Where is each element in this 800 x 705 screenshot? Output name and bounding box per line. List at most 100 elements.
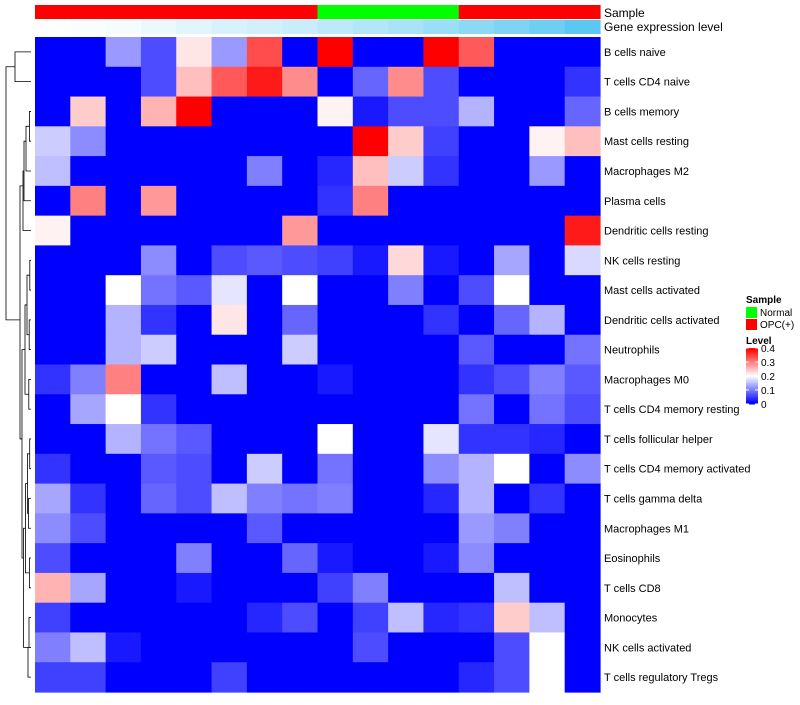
heatmap-cell bbox=[211, 215, 248, 247]
heatmap-cell bbox=[105, 66, 142, 98]
level-legend-gradient-step bbox=[746, 350, 758, 353]
heatmap-cell bbox=[388, 364, 425, 395]
heatmap-cell bbox=[70, 483, 107, 514]
heatmap-cell bbox=[423, 215, 460, 247]
heatmap-cell bbox=[458, 483, 495, 514]
heatmap-cell bbox=[494, 245, 530, 276]
heatmap-cell bbox=[105, 572, 142, 604]
heatmap-cell bbox=[105, 156, 142, 187]
heatmap-cell bbox=[564, 334, 601, 366]
gene-level-annotation-cell bbox=[352, 20, 389, 34]
heatmap-cell bbox=[246, 156, 283, 187]
gene-level-annotation-cell bbox=[458, 20, 495, 34]
heatmap-cell bbox=[352, 602, 389, 634]
heatmap-cell bbox=[352, 543, 389, 574]
heatmap-cell bbox=[70, 126, 107, 157]
heatmap-cell bbox=[529, 364, 566, 395]
gene-level-annotation-cell bbox=[282, 20, 319, 34]
row-label: Mast cells activated bbox=[604, 285, 700, 297]
heatmap-cell bbox=[246, 394, 283, 425]
heatmap-cell bbox=[388, 632, 425, 663]
heatmap-cell bbox=[70, 602, 107, 634]
heatmap-cell bbox=[140, 364, 177, 395]
heatmap-cell bbox=[35, 662, 71, 693]
heatmap-cell bbox=[105, 543, 142, 574]
heatmap-cell bbox=[317, 602, 354, 634]
heatmap-cell bbox=[494, 453, 530, 485]
heatmap-cell bbox=[494, 185, 530, 217]
level-legend-gradient-step bbox=[746, 359, 758, 362]
heatmap-cell bbox=[352, 513, 389, 544]
heatmap-cell bbox=[388, 602, 425, 634]
heatmap-cell bbox=[211, 275, 248, 306]
heatmap-cell bbox=[458, 453, 495, 485]
row-label: Macrophages M0 bbox=[604, 374, 689, 386]
sample-legend-swatch bbox=[746, 319, 757, 330]
heatmap-cell bbox=[35, 304, 71, 336]
heatmap-cell bbox=[105, 453, 142, 485]
heatmap-cell bbox=[529, 37, 566, 68]
level-legend-gradient-step bbox=[746, 355, 758, 357]
gene-level-annotation-cell bbox=[388, 20, 425, 34]
sample-track-label: Sample bbox=[604, 6, 645, 20]
heatmap-cell bbox=[176, 483, 213, 514]
heatmap-cell bbox=[423, 602, 460, 634]
heatmap-cell bbox=[282, 185, 319, 217]
heatmap-cell bbox=[388, 543, 425, 574]
dendrogram-branch bbox=[23, 527, 28, 648]
heatmap-cell bbox=[317, 275, 354, 306]
dendrogram-branch bbox=[29, 438, 31, 470]
heatmap-cell bbox=[564, 96, 601, 127]
heatmap-cell bbox=[140, 66, 177, 98]
heatmap-cell bbox=[352, 215, 389, 247]
heatmap-cell bbox=[423, 66, 460, 98]
heatmap-cell bbox=[282, 394, 319, 425]
heatmap-cell bbox=[176, 156, 213, 187]
heatmap-cell bbox=[176, 394, 213, 425]
dendrogram-branch bbox=[28, 617, 31, 648]
heatmap-cell bbox=[564, 483, 601, 514]
sample-annotation-cell bbox=[458, 5, 495, 19]
heatmap-cell bbox=[317, 304, 354, 336]
heatmap-cell bbox=[35, 632, 71, 663]
heatmap-cell bbox=[423, 96, 460, 127]
heatmap-cell bbox=[35, 334, 71, 366]
sample-annotation-cell bbox=[388, 5, 425, 19]
heatmap-cell bbox=[317, 543, 354, 574]
heatmap-cell bbox=[423, 424, 460, 455]
heatmap-cell bbox=[70, 215, 107, 247]
heatmap-cell bbox=[317, 185, 354, 217]
row-label: T cells CD4 memory resting bbox=[604, 404, 740, 416]
heatmap-cell bbox=[529, 304, 566, 336]
heatmap-cell bbox=[282, 572, 319, 604]
heatmap-cell bbox=[140, 304, 177, 336]
heatmap-cell bbox=[388, 37, 425, 68]
level-legend-tick-label: 0.1 bbox=[761, 386, 775, 397]
level-legend-gradient-step bbox=[746, 383, 758, 385]
heatmap-cell bbox=[388, 245, 425, 276]
heatmap-cell bbox=[35, 424, 71, 455]
row-label: Dendritic cells resting bbox=[604, 226, 709, 238]
heatmap-cell bbox=[494, 215, 530, 247]
heatmap-cell bbox=[246, 66, 283, 98]
dendrogram-branch bbox=[29, 111, 31, 142]
sample-legend-title: Sample bbox=[746, 295, 782, 306]
heatmap-cell bbox=[35, 96, 71, 127]
heatmap-cell bbox=[70, 632, 107, 663]
heatmap-cell bbox=[211, 185, 248, 217]
heatmap-cell bbox=[105, 632, 142, 663]
level-legend-gradient-step bbox=[746, 352, 758, 355]
heatmap-cell bbox=[388, 96, 425, 127]
heatmap-cell bbox=[35, 37, 71, 68]
heatmap-cell bbox=[70, 543, 107, 574]
level-legend-gradient-step bbox=[746, 394, 758, 397]
gene-level-annotation-cell bbox=[529, 20, 566, 34]
heatmap-cell bbox=[70, 66, 107, 98]
level-legend-gradient-step bbox=[746, 348, 758, 350]
heatmap-cell bbox=[176, 96, 213, 127]
heatmap-cell bbox=[176, 215, 213, 247]
heatmap-cell bbox=[211, 334, 248, 366]
heatmap-cell bbox=[70, 424, 107, 455]
heatmap-cell bbox=[140, 96, 177, 127]
heatmap-cell bbox=[388, 275, 425, 306]
